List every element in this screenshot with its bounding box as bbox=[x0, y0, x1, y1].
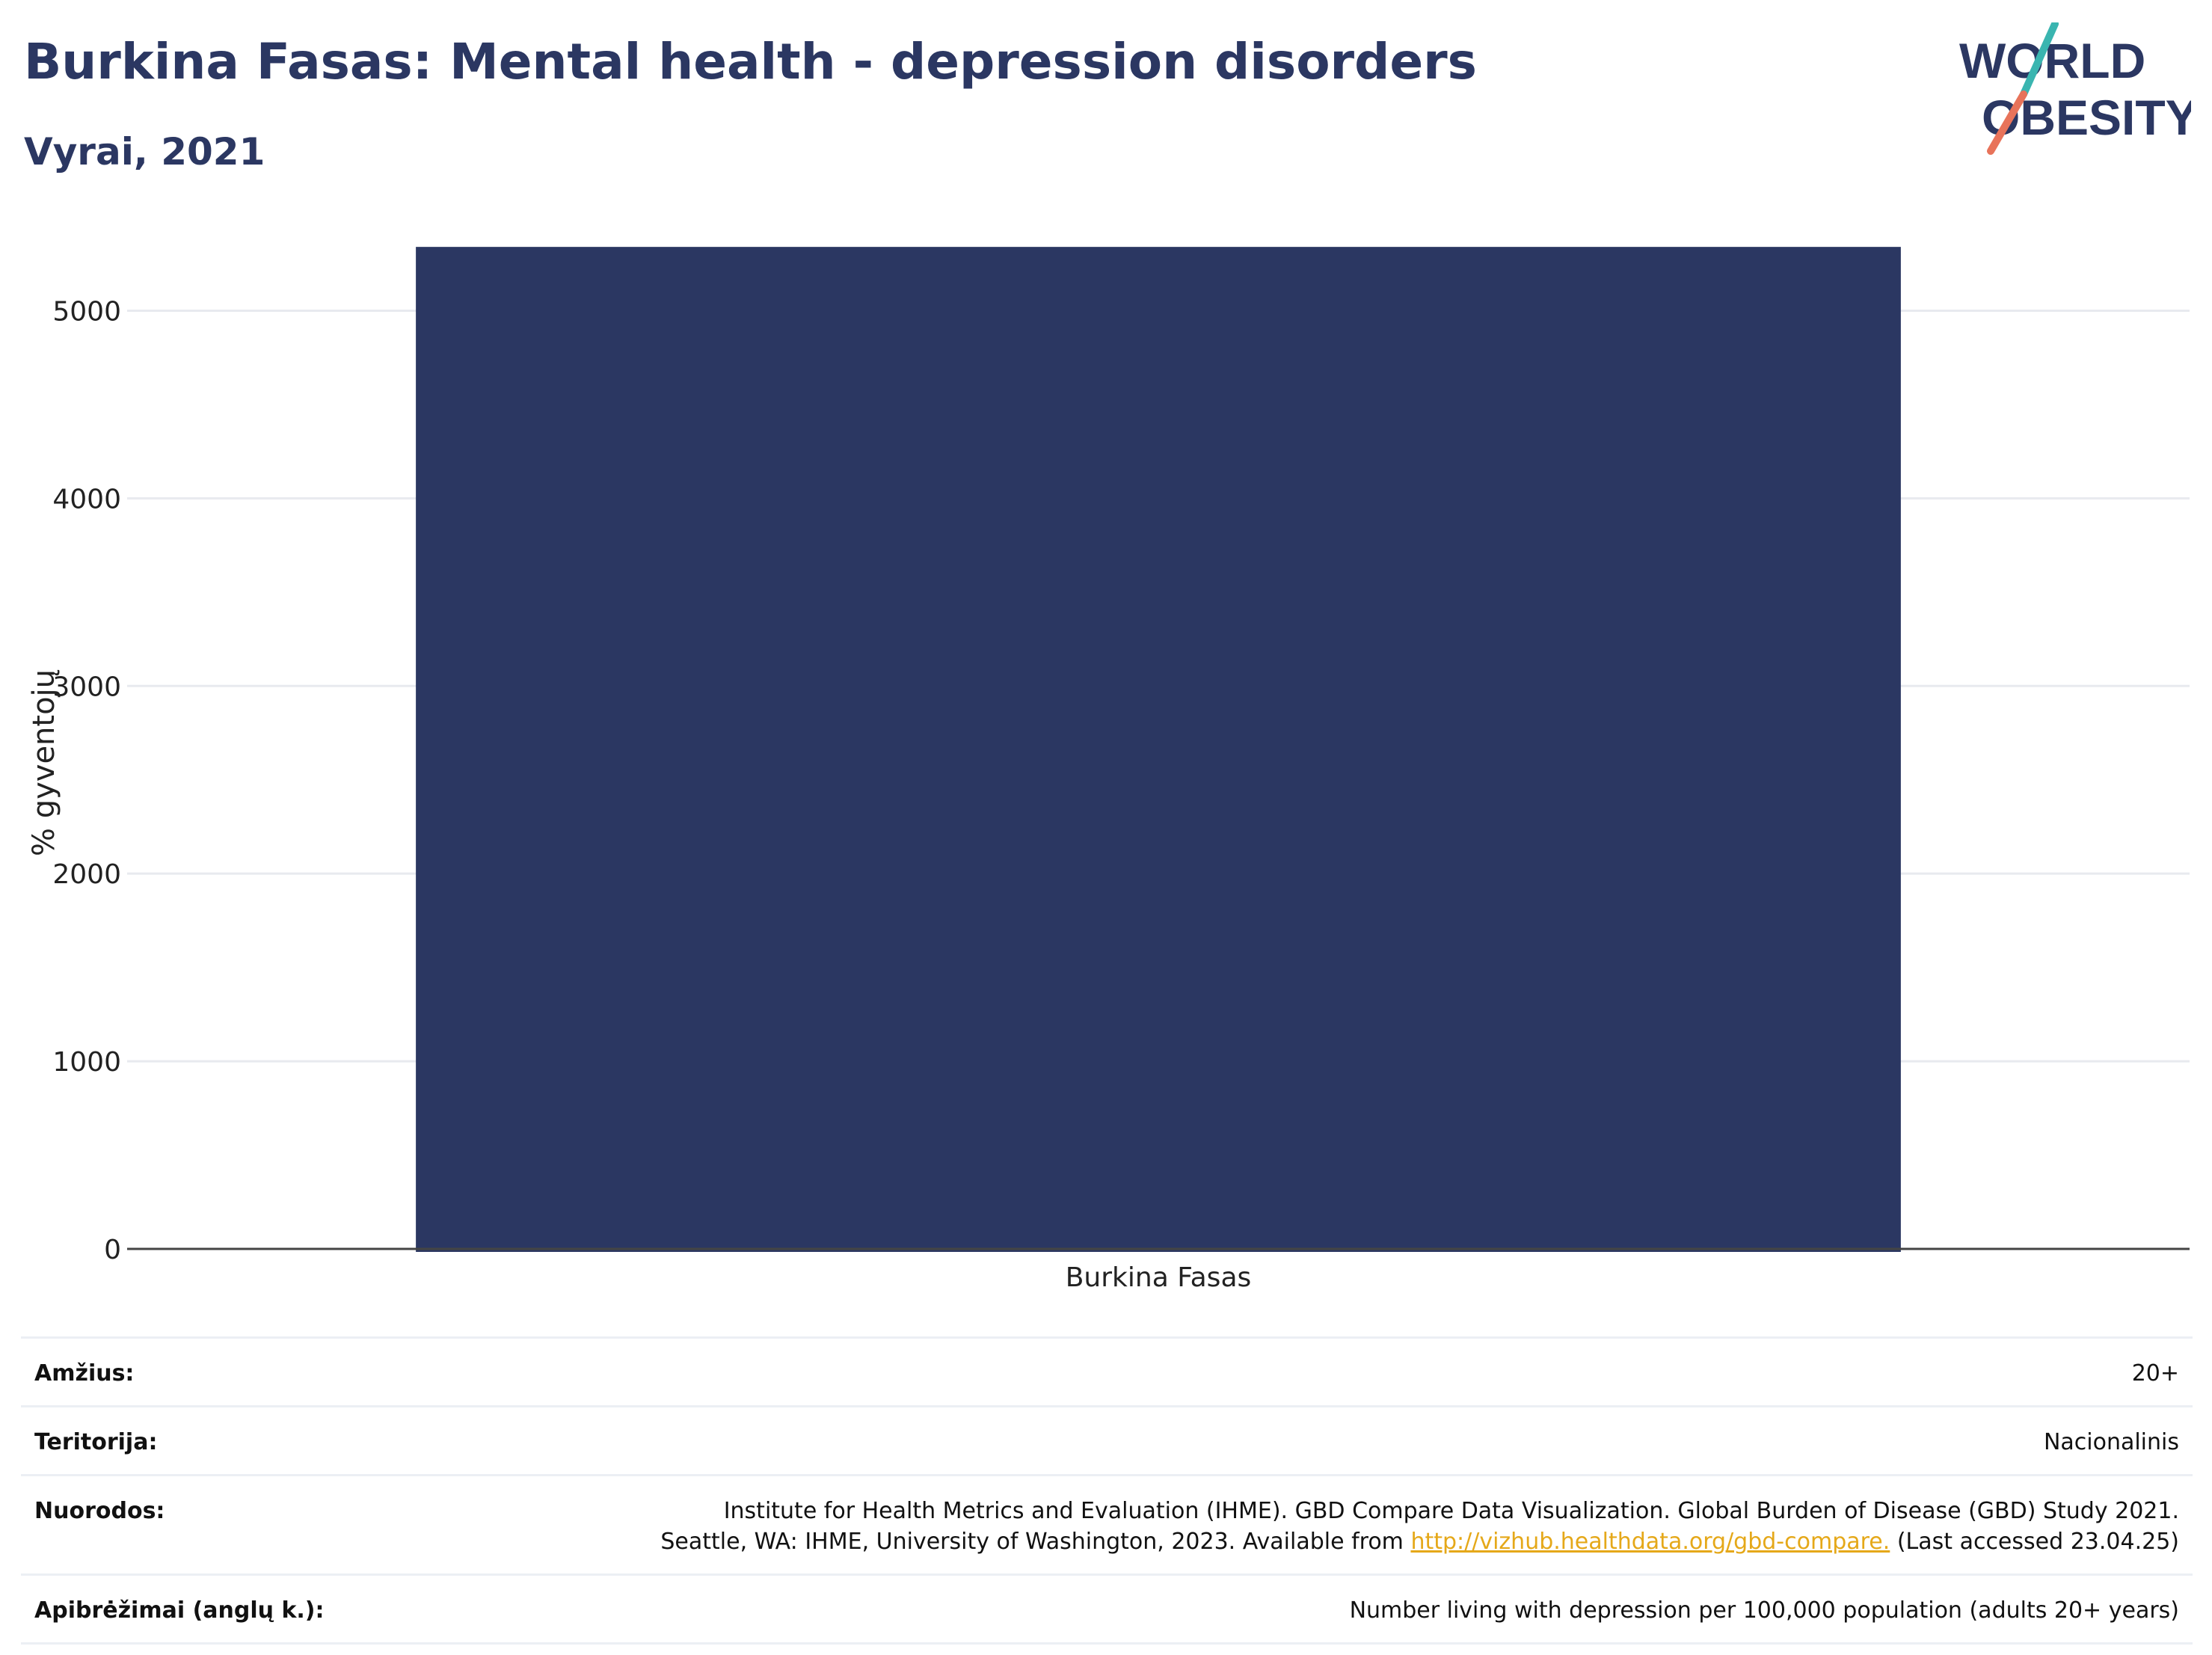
meta-row-age: Amžius: 20+ bbox=[21, 1336, 2193, 1405]
meta-row-references: Nuorodos: Institute for Health Metrics a… bbox=[21, 1474, 2193, 1573]
y-tick-label: 5000 bbox=[52, 296, 121, 327]
references-line-1: Institute for Health Metrics and Evaluat… bbox=[723, 1498, 2179, 1524]
bar bbox=[416, 247, 1901, 1252]
meta-row-definitions: Apibrėžimai (anglų k.): Number living wi… bbox=[21, 1573, 2193, 1645]
definitions-value: Number living with depression per 100,00… bbox=[1349, 1597, 2179, 1624]
y-axis-title: % gyventojų bbox=[27, 669, 61, 856]
territory-value: Nacionalinis bbox=[2043, 1429, 2179, 1455]
svg-text:WORLD: WORLD bbox=[1959, 33, 2145, 88]
y-tick-label: 0 bbox=[104, 1235, 121, 1265]
age-label: Amžius: bbox=[34, 1360, 135, 1387]
metadata-table: Amžius: 20+ Teritorija: Nacionalinis Nuo… bbox=[21, 1336, 2193, 1645]
references-line-2-pre: Seattle, WA: IHME, University of Washing… bbox=[660, 1529, 1411, 1555]
world-obesity-logo: WORLD OBESITY bbox=[1959, 22, 2191, 155]
y-tick-label: 1000 bbox=[52, 1047, 121, 1078]
references-link[interactable]: http://vizhub.healthdata.org/gbd-compare… bbox=[1410, 1529, 1890, 1555]
territory-label: Teritorija: bbox=[34, 1429, 158, 1455]
references-line-2-post: (Last accessed 23.04.25) bbox=[1890, 1529, 2179, 1555]
chart-title: Burkina Fasas: Mental health - depressio… bbox=[24, 33, 1477, 90]
references-value: Institute for Health Metrics and Evaluat… bbox=[660, 1496, 2179, 1557]
y-tick-label: 2000 bbox=[52, 859, 121, 890]
bar-chart: 0 1000 2000 3000 4000 5000 Burkina Fasas % gyve… bbox=[27, 247, 2190, 1293]
definitions-label: Apibrėžimai (anglų k.): bbox=[34, 1597, 325, 1624]
logo-slash-top bbox=[2020, 22, 2059, 98]
age-value: 20+ bbox=[2131, 1360, 2179, 1387]
chart-subtitle: Vyrai, 2021 bbox=[24, 130, 265, 174]
meta-row-territory: Teritorija: Nacionalinis bbox=[21, 1405, 2193, 1474]
x-tick-label: Burkina Fasas bbox=[1066, 1262, 1252, 1293]
logo-wordmark: WORLD OBESITY bbox=[1959, 33, 2191, 145]
y-tick-label: 4000 bbox=[52, 484, 121, 515]
y-tick-label: 3000 bbox=[52, 672, 121, 702]
logo-slash-bottom bbox=[1987, 90, 2027, 155]
references-label: Nuorodos: bbox=[34, 1498, 165, 1524]
